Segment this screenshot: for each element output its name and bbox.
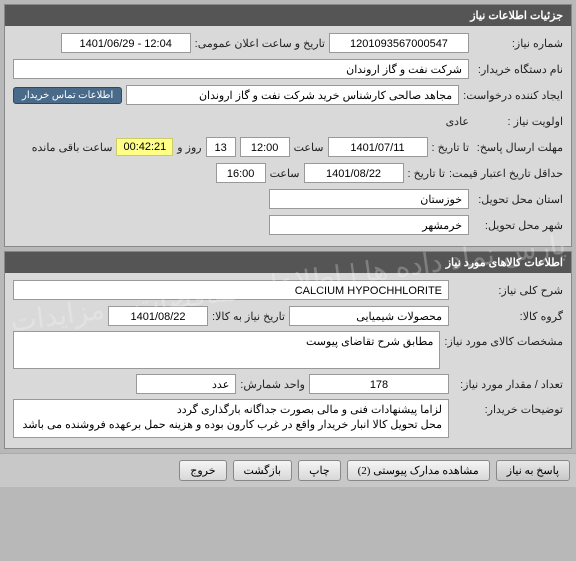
countdown-timer: 00:42:21	[116, 138, 173, 156]
validity-label: حداقل تاریخ اعتبار قیمت:	[449, 167, 563, 180]
need-number-field: 1201093567000547	[329, 33, 469, 53]
action-bar: پاسخ به نیاز مشاهده مدارک پیوستی (2) چاپ…	[0, 453, 576, 487]
group-field: محصولات شیمیایی	[289, 306, 449, 326]
need-details-panel: جزئیات اطلاعات نیاز شماره نیاز: 12010935…	[4, 4, 572, 247]
print-button[interactable]: چاپ	[298, 460, 341, 481]
group-label: گروه کالا:	[453, 310, 563, 323]
panel1-title: جزئیات اطلاعات نیاز	[5, 5, 571, 26]
spec-field: مطابق شرح تقاضای پیوست	[13, 331, 440, 369]
qty-label: تعداد / مقدار مورد نیاز:	[453, 378, 563, 391]
notes-label: توضیحات خریدار:	[453, 399, 563, 416]
city-label: شهر محل تحویل:	[473, 219, 563, 232]
announce-field: 1401/06/29 - 12:04	[61, 33, 191, 53]
buyer-label: نام دستگاه خریدار:	[473, 63, 563, 76]
need-date-field: 1401/08/22	[108, 306, 208, 326]
until-label-1: تا تاریخ :	[432, 141, 469, 154]
desc-field: CALCIUM HYPOCHHLORITE	[13, 280, 449, 300]
validity-date-field: 1401/08/22	[304, 163, 404, 183]
deadline-label: مهلت ارسال پاسخ:	[473, 141, 563, 154]
buyer-contact-button[interactable]: اطلاعات تماس خریدار	[13, 87, 122, 104]
time-label-2: ساعت	[270, 167, 300, 180]
spec-label: مشخصات کالای مورد نیاز:	[444, 331, 563, 348]
announce-label: تاریخ و ساعت اعلان عمومی:	[195, 37, 325, 50]
back-button[interactable]: بازگشت	[233, 460, 293, 481]
until-label-2: تا تاریخ :	[408, 167, 445, 180]
deadline-date-field: 1401/07/11	[328, 137, 428, 157]
need-number-label: شماره نیاز:	[473, 37, 563, 50]
province-label: استان محل تحویل:	[473, 193, 563, 206]
attachments-button[interactable]: مشاهده مدارک پیوستی (2)	[347, 460, 490, 481]
unit-field: عدد	[136, 374, 236, 394]
goods-info-panel: اطلاعات کالاهای مورد نیاز شرح کلی نیاز: …	[4, 251, 572, 449]
validity-time-field: 16:00	[216, 163, 266, 183]
remaining-label: ساعت باقی مانده	[32, 141, 113, 154]
buyer-field: شرکت نفت و گاز اروندان	[13, 59, 469, 79]
desc-label: شرح کلی نیاز:	[453, 284, 563, 297]
city-field: خرمشهر	[269, 215, 469, 235]
respond-button[interactable]: پاسخ به نیاز	[496, 460, 570, 481]
unit-label: واحد شمارش:	[240, 378, 305, 391]
priority-label: اولویت نیاز :	[473, 115, 563, 128]
exit-button[interactable]: خروج	[179, 460, 226, 481]
need-date-label: تاریخ نیاز به کالا:	[212, 310, 285, 323]
priority-value: عادی	[446, 115, 469, 128]
creator-label: ایجاد کننده درخواست:	[463, 89, 563, 102]
qty-field: 178	[309, 374, 449, 394]
time-label-1: ساعت	[294, 141, 324, 154]
panel2-title: اطلاعات کالاهای مورد نیاز	[5, 252, 571, 273]
notes-field: لزاما پیشنهادات فنی و مالی بصورت جداگانه…	[13, 399, 449, 438]
days-label: روز و	[177, 141, 201, 154]
province-field: خوزستان	[269, 189, 469, 209]
deadline-time-field: 12:00	[240, 137, 290, 157]
days-remaining-field: 13	[206, 137, 236, 157]
creator-field: مجاهد صالحی کارشناس خرید شرکت نفت و گاز …	[126, 85, 459, 105]
